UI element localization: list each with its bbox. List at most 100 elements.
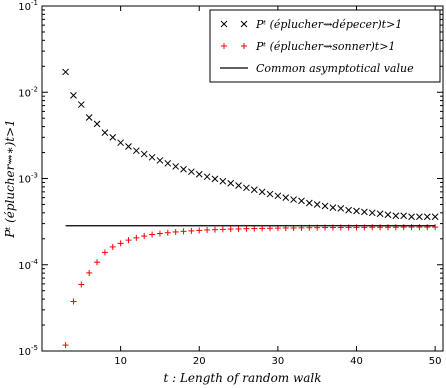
data-point <box>416 224 423 231</box>
data-point <box>384 224 391 231</box>
data-point <box>243 225 250 232</box>
data-point <box>431 213 439 221</box>
data-point <box>101 249 108 256</box>
data-point <box>353 207 360 215</box>
legend-label: Common asymptotical value <box>256 62 414 75</box>
data-point <box>164 159 172 167</box>
data-point <box>416 213 423 221</box>
data-point <box>117 240 124 247</box>
series-layer <box>62 68 439 349</box>
y-axis-label: Pᵗ (éplucher⇝∗)t>1 <box>3 119 17 239</box>
series-0 <box>62 68 439 221</box>
data-point <box>400 224 407 231</box>
data-point <box>432 224 439 231</box>
data-point <box>227 226 234 233</box>
data-point <box>392 224 399 231</box>
legend-marker <box>240 20 248 28</box>
data-point <box>384 211 392 219</box>
data-point <box>369 224 376 231</box>
data-point <box>219 177 227 185</box>
data-point <box>337 205 345 212</box>
data-point <box>109 243 116 250</box>
legend-marker <box>221 43 227 49</box>
data-point <box>149 231 156 238</box>
legend-label: Pᵗ (éplucher⇝dépecer)t>1 <box>255 18 402 31</box>
data-point <box>195 170 203 178</box>
data-point <box>77 101 85 108</box>
data-point <box>70 92 77 99</box>
data-point <box>125 143 132 150</box>
data-point <box>251 225 258 232</box>
data-point <box>424 224 431 231</box>
y-tick-label: 10-3 <box>18 172 38 186</box>
data-point <box>141 233 148 240</box>
x-axis-label: t : Length of random walk <box>163 371 321 385</box>
data-point <box>70 298 77 305</box>
data-point <box>368 209 376 217</box>
data-point <box>62 68 69 76</box>
x-tick-label: 10 <box>114 356 127 367</box>
legend-label: Pᵗ (éplucher⇝sonner)t>1 <box>255 40 395 53</box>
data-point <box>85 114 93 121</box>
data-point <box>101 129 109 137</box>
data-point <box>132 147 140 155</box>
data-point <box>133 234 140 241</box>
data-point <box>258 188 266 196</box>
x-tick-label: 40 <box>350 356 363 367</box>
data-point <box>243 184 250 192</box>
y-tick-label: 10-4 <box>18 258 38 272</box>
data-point <box>250 186 258 194</box>
data-point <box>196 227 203 234</box>
data-point <box>109 133 117 141</box>
series-1 <box>62 224 439 349</box>
legend-box <box>209 9 441 83</box>
data-point <box>78 281 85 288</box>
data-point <box>282 194 290 201</box>
legend-marker <box>241 43 247 49</box>
y-tick-label: 10-2 <box>18 85 38 99</box>
data-point <box>188 227 195 234</box>
data-point <box>305 199 313 207</box>
y-axis-ticks: 10-5 10-4 10-3 10-2 10-1 <box>18 0 443 358</box>
data-point <box>156 230 163 237</box>
data-point <box>62 342 69 349</box>
data-point <box>313 201 321 208</box>
x-tick-label: 30 <box>272 356 285 367</box>
y-tick-label: 10-1 <box>18 0 38 13</box>
data-point <box>86 269 93 276</box>
data-point <box>235 182 242 189</box>
legend-item: Pᵗ (éplucher⇝dépecer)t>1 <box>220 18 402 31</box>
data-point <box>156 157 164 164</box>
data-point <box>423 213 431 221</box>
data-point <box>408 224 415 231</box>
data-point <box>274 192 282 200</box>
data-point <box>298 197 305 205</box>
data-point <box>94 259 101 266</box>
legend-marker <box>220 20 228 28</box>
data-point <box>227 179 235 187</box>
data-point <box>408 213 415 221</box>
data-point <box>180 228 187 235</box>
data-point <box>266 190 274 198</box>
data-point <box>204 226 211 233</box>
data-point <box>377 224 384 231</box>
data-point <box>219 226 226 233</box>
data-point <box>400 212 408 220</box>
data-point <box>361 208 368 216</box>
data-point <box>345 206 353 214</box>
data-point <box>290 196 297 203</box>
data-point <box>259 225 266 232</box>
data-point <box>329 204 337 211</box>
data-point <box>180 165 187 173</box>
data-point <box>140 150 148 158</box>
data-point <box>148 153 156 161</box>
data-point <box>188 168 195 176</box>
legend-item: Common asymptotical value <box>220 62 414 75</box>
legend: Pᵗ (éplucher⇝dépecer)t>1 Pᵗ (éplucher⇝son… <box>209 9 441 83</box>
data-point <box>211 175 219 183</box>
data-point <box>392 212 400 220</box>
legend-item: Pᵗ (éplucher⇝sonner)t>1 <box>221 40 395 53</box>
data-point <box>164 229 171 236</box>
data-point <box>211 226 218 233</box>
